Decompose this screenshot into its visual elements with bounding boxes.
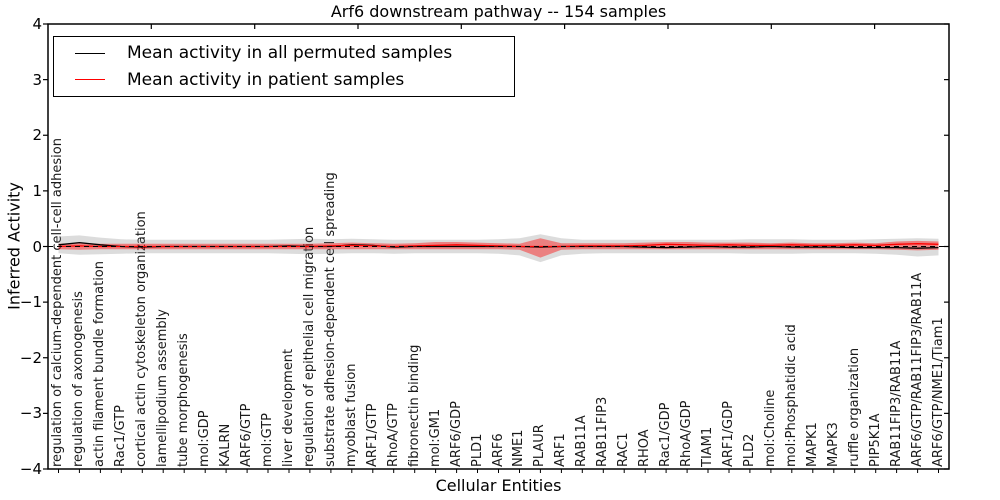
y-tick-label: −2 — [19, 348, 42, 367]
permuted-band — [58, 234, 939, 263]
legend-item-patient: Mean activity in patient samples — [54, 70, 514, 90]
y-tick-label: −4 — [19, 460, 42, 478]
legend-item-permuted: Mean activity in all permuted samples — [54, 43, 514, 63]
y-tick-label: 0 — [32, 237, 42, 256]
y-tick-label: 2 — [32, 126, 42, 145]
y-tick-label: 4 — [32, 15, 42, 33]
plot-border — [47, 23, 950, 470]
patient-line-sample-icon — [75, 79, 105, 81]
permuted-line-sample-icon — [75, 52, 105, 54]
y-tick-label: 1 — [32, 181, 42, 200]
y-tick-label: 3 — [32, 70, 42, 89]
y-tick-label: −3 — [19, 404, 42, 423]
legend: Mean activity in all permuted samples Me… — [53, 36, 515, 97]
legend-label-patient: Mean activity in patient samples — [127, 69, 405, 90]
plot-area — [43, 23, 950, 473]
x-axis-label: Cellular Entities — [435, 476, 562, 495]
y-tick-label: −1 — [19, 293, 42, 312]
legend-label-permuted: Mean activity in all permuted samples — [127, 43, 453, 64]
patient-band — [58, 238, 939, 258]
chart-title: Arf6 downstream pathway -- 154 samples — [330, 2, 667, 21]
